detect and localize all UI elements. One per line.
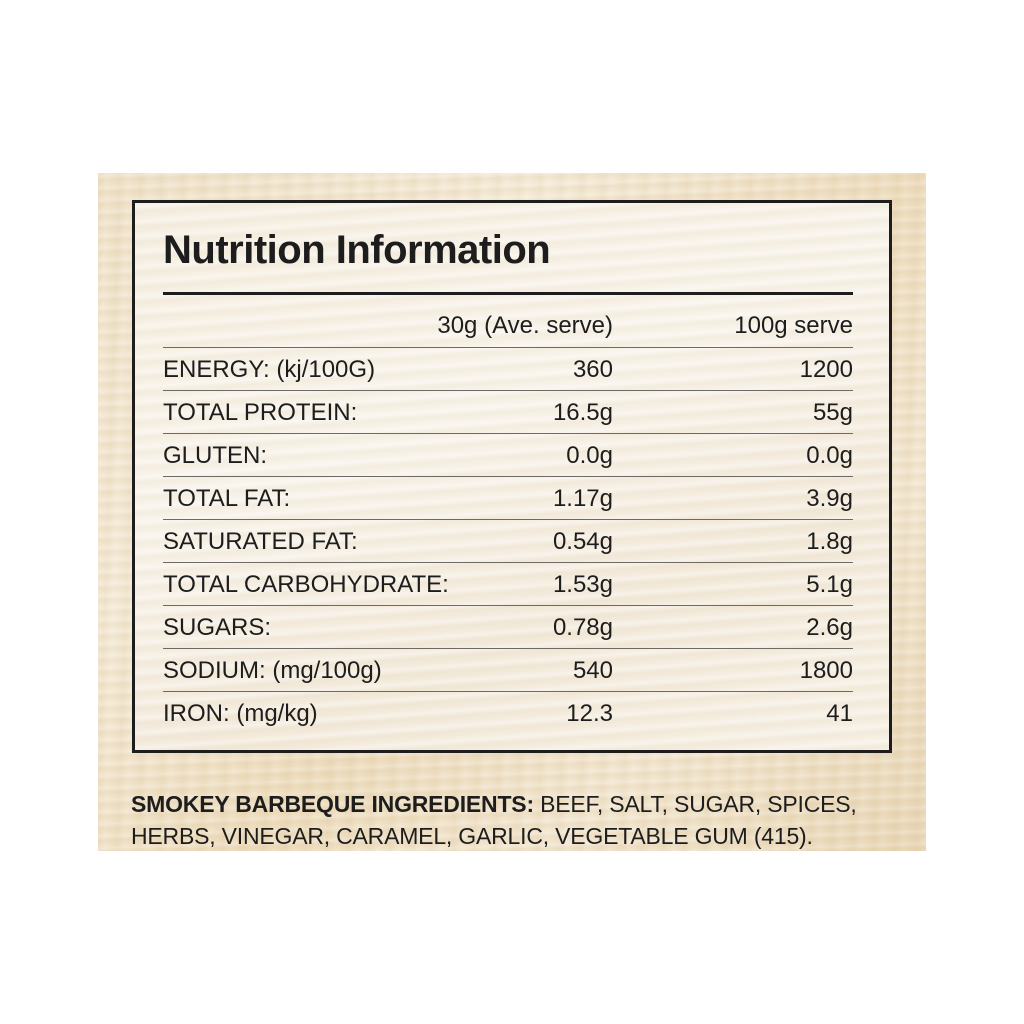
nutrient-row-total-fat: TOTAL FAT: 1.17g 3.9g bbox=[163, 476, 853, 519]
row-divider bbox=[163, 433, 853, 434]
nutrient-row-carbohydrate: TOTAL CARBOHYDRATE: 1.53g 5.1g bbox=[163, 562, 853, 605]
nutrient-value-per-100g: 1.8g bbox=[806, 528, 853, 555]
nutrient-value-per-100g: 3.9g bbox=[806, 485, 853, 512]
nutrient-value-per-serve: 0.78g bbox=[552, 614, 613, 641]
nutrient-value-per-100g: 1800 bbox=[799, 657, 853, 684]
nutrition-title: Nutrition Information bbox=[163, 228, 551, 272]
nutrient-row-protein: TOTAL PROTEIN: 16.5g 55g bbox=[163, 390, 853, 433]
row-divider bbox=[163, 605, 853, 606]
nutrient-value-per-100g: 55g bbox=[812, 399, 853, 426]
nutrient-row-sodium: SODIUM: (mg/100g) 540 1800 bbox=[163, 648, 853, 691]
nutrient-value-per-serve: 0.54g bbox=[552, 528, 613, 555]
row-divider bbox=[163, 519, 853, 520]
nutrient-row-gluten: GLUTEN: 0.0g 0.0g bbox=[163, 433, 853, 476]
nutrient-name: TOTAL PROTEIN: bbox=[163, 399, 358, 426]
nutrient-name: GLUTEN: bbox=[163, 442, 268, 469]
nutrient-name: SODIUM: (mg/100g) bbox=[163, 657, 382, 684]
nutrient-value-per-100g: 5.1g bbox=[806, 571, 853, 598]
nutrient-row-energy: ENERGY: (kj/100G) 360 1200 bbox=[163, 347, 853, 390]
ingredients-list: BEEF, SALT, SUGAR, SPICES, HERBS, VINEGA… bbox=[131, 791, 857, 849]
nutrient-value-per-100g: 41 bbox=[826, 700, 853, 727]
nutrient-value-per-100g: 0.0g bbox=[806, 442, 853, 469]
column-header-30g: 30g (Ave. serve) bbox=[437, 312, 613, 339]
nutrient-value-per-serve: 540 bbox=[572, 657, 613, 684]
nutrient-name: ENERGY: (kj/100G) bbox=[163, 356, 376, 383]
nutrient-value-per-serve: 1.53g bbox=[552, 571, 613, 598]
row-divider bbox=[163, 562, 853, 563]
ingredients-statement: SMOKEY BARBEQUE INGREDIENTS: BEEF, SALT,… bbox=[131, 788, 901, 852]
nutrient-row-saturated-fat: SATURATED FAT: 0.54g 1.8g bbox=[163, 519, 853, 562]
nutrient-value-per-100g: 2.6g bbox=[806, 614, 853, 641]
nutrient-row-sugars: SUGARS: 0.78g 2.6g bbox=[163, 605, 853, 648]
nutrient-name: TOTAL FAT: bbox=[163, 485, 291, 512]
row-divider bbox=[163, 476, 853, 477]
nutrient-value-per-100g: 1200 bbox=[799, 356, 853, 383]
nutrient-value-per-serve: 360 bbox=[572, 356, 613, 383]
nutrient-name: TOTAL CARBOHYDRATE: bbox=[163, 571, 449, 598]
nutrient-value-per-serve: 0.0g bbox=[566, 442, 613, 469]
row-divider bbox=[163, 347, 853, 348]
nutrient-value-per-serve: 16.5g bbox=[552, 399, 613, 426]
title-divider bbox=[163, 292, 853, 295]
nutrient-row-iron: IRON: (mg/kg) 12.3 41 bbox=[163, 691, 853, 734]
row-divider bbox=[163, 691, 853, 692]
nutrient-name: SATURATED FAT: bbox=[163, 528, 358, 555]
nutrient-value-per-serve: 12.3 bbox=[566, 700, 613, 727]
ingredients-label: SMOKEY BARBEQUE INGREDIENTS: bbox=[131, 791, 534, 817]
row-divider bbox=[163, 648, 853, 649]
row-divider bbox=[163, 390, 853, 391]
nutrient-name: IRON: (mg/kg) bbox=[163, 700, 318, 727]
nutrient-value-per-serve: 1.17g bbox=[552, 485, 613, 512]
nutrient-name: SUGARS: bbox=[163, 614, 272, 641]
column-header-100g: 100g serve bbox=[734, 312, 853, 339]
